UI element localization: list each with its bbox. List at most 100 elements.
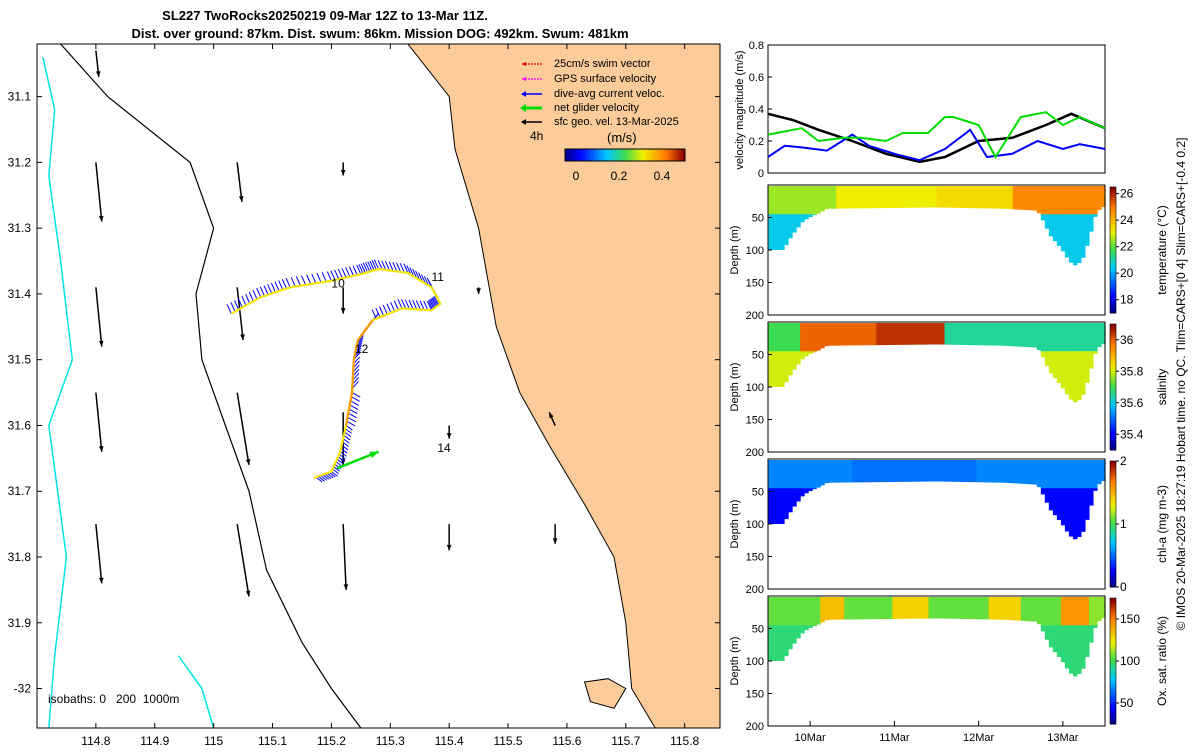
- section-cell: [1060, 460, 1066, 490]
- section-cell-deep: [1060, 214, 1066, 252]
- section-cell-deep: [784, 625, 789, 657]
- section-colorbar-cell: [1110, 561, 1116, 566]
- section-cell: [772, 460, 777, 490]
- section-panel-1: 50 100 150 200 Depth (m) 35.4 35.6 35.8 36 salini…: [729, 321, 1169, 459]
- section-cell: [920, 460, 926, 482]
- colorbar-cell: [669, 149, 672, 161]
- section-colorbar-cell: [1110, 418, 1116, 423]
- section-colorbar-cell: [1110, 434, 1116, 438]
- section-colorbar-cell: [1110, 711, 1116, 716]
- geo-velocity-arrow: [548, 412, 556, 426]
- time-tick-label: 13Mar: [1047, 732, 1079, 744]
- isobath-200m: [60, 44, 362, 728]
- velocity-series-2: [767, 111, 1106, 159]
- section-cell: [864, 186, 869, 209]
- section-cell: [768, 460, 773, 490]
- section-colorbar-cell: [1110, 355, 1116, 360]
- velocity-series-0: [767, 112, 1106, 164]
- current-vector: [348, 408, 358, 415]
- legend-label-dive-avg: dive-avg current veloc.: [554, 88, 665, 100]
- section-cell: [1024, 186, 1030, 211]
- section-cell: [924, 186, 930, 208]
- section-cell: [820, 186, 825, 212]
- current-vector: [334, 269, 340, 280]
- section-cell-deep: [792, 488, 797, 507]
- map-xtick-label: 115.8: [670, 734, 699, 748]
- section-cell-deep: [1080, 488, 1086, 532]
- section-cell-deep: [1056, 625, 1062, 657]
- section-cell-deep: [1080, 351, 1086, 395]
- section-colorbar-cell: [1110, 405, 1116, 410]
- section-cell: [1068, 323, 1074, 353]
- section-colorbar-cell: [1110, 231, 1116, 235]
- current-vector: [345, 425, 353, 431]
- section-cell: [1076, 597, 1082, 627]
- section-cell: [828, 186, 833, 209]
- section-cell: [948, 597, 954, 619]
- colorbar-cell: [649, 149, 652, 161]
- section-cell-deep: [1064, 488, 1070, 532]
- section-colorbar-cell: [1110, 604, 1116, 608]
- section-cell: [852, 323, 857, 346]
- section-cell-deep: [768, 488, 773, 524]
- section-cell: [980, 186, 986, 209]
- section-ytick-label: 100: [746, 519, 764, 531]
- section-ylabel: Depth (m): [729, 363, 741, 412]
- section-cell: [892, 597, 897, 619]
- geo-velocity-arrow: [446, 425, 452, 439]
- section-cell-deep: [1080, 214, 1086, 258]
- section-cell: [840, 323, 845, 346]
- section-colorbar-cell: [1110, 613, 1116, 618]
- current-vector: [346, 420, 356, 427]
- section-cell: [1096, 186, 1102, 211]
- section-cell: [920, 597, 926, 619]
- section-colorbar-cell: [1110, 708, 1116, 712]
- section-cell-deep: [1048, 351, 1054, 374]
- section-cell: [900, 460, 906, 482]
- section-cell: [1024, 323, 1030, 348]
- current-vector: [429, 299, 435, 309]
- section-cell: [880, 460, 885, 483]
- title-line-2: Dist. over ground: 87km. Dist. swum: 86k…: [131, 26, 628, 41]
- colorbar-cell: [617, 149, 620, 161]
- legend-label-gps-velocity: GPS surface velocity: [554, 73, 657, 85]
- map-ytick-label: 31.7: [8, 484, 32, 498]
- map-day-label: 10: [331, 276, 345, 290]
- section-colorbar-cell: [1110, 309, 1116, 314]
- track-map: 114.8 114.9 115 115.1 115.2 115.3 115.4 115.5 11…: [8, 43, 721, 748]
- section-colorbar-cell: [1110, 330, 1116, 334]
- section-cell: [960, 460, 966, 482]
- section-ytick-label: 200: [746, 721, 764, 733]
- section-cell: [1072, 186, 1078, 216]
- section-cell: [1016, 597, 1022, 621]
- section-cell-deep: [796, 488, 801, 502]
- geo-velocity-arrow: [342, 524, 349, 590]
- section-cell: [808, 597, 813, 627]
- section-cell-deep: [800, 488, 805, 497]
- section-cell-deep: [772, 214, 777, 250]
- current-vector: [401, 299, 407, 309]
- section-colorbar-cell: [1110, 489, 1116, 493]
- section-cell: [776, 460, 781, 490]
- colorbar-cell: [663, 149, 666, 161]
- section-colorbar-cell: [1110, 187, 1116, 191]
- map-ytick-label: 31.1: [8, 90, 32, 104]
- section-cell-deep: [1088, 351, 1094, 369]
- section-cell-deep: [792, 351, 797, 370]
- section-cell: [832, 186, 837, 209]
- map-xtick-label: 115: [204, 734, 223, 748]
- section-colorbar-cell: [1110, 580, 1116, 585]
- current-vector: [226, 304, 232, 314]
- current-vector: [345, 267, 351, 277]
- isobath-1000m: [42, 57, 74, 728]
- section-cell: [896, 186, 901, 208]
- current-vector: [344, 431, 352, 438]
- section-cell-deep: [780, 488, 785, 524]
- colorbar-cell: [681, 149, 684, 161]
- current-vector: [379, 306, 385, 316]
- section-ytick-label: 150: [746, 415, 764, 427]
- section-cell: [844, 186, 849, 209]
- section-cell: [1032, 460, 1038, 485]
- section-cell: [984, 460, 990, 483]
- section-colorbar-cell: [1110, 648, 1116, 653]
